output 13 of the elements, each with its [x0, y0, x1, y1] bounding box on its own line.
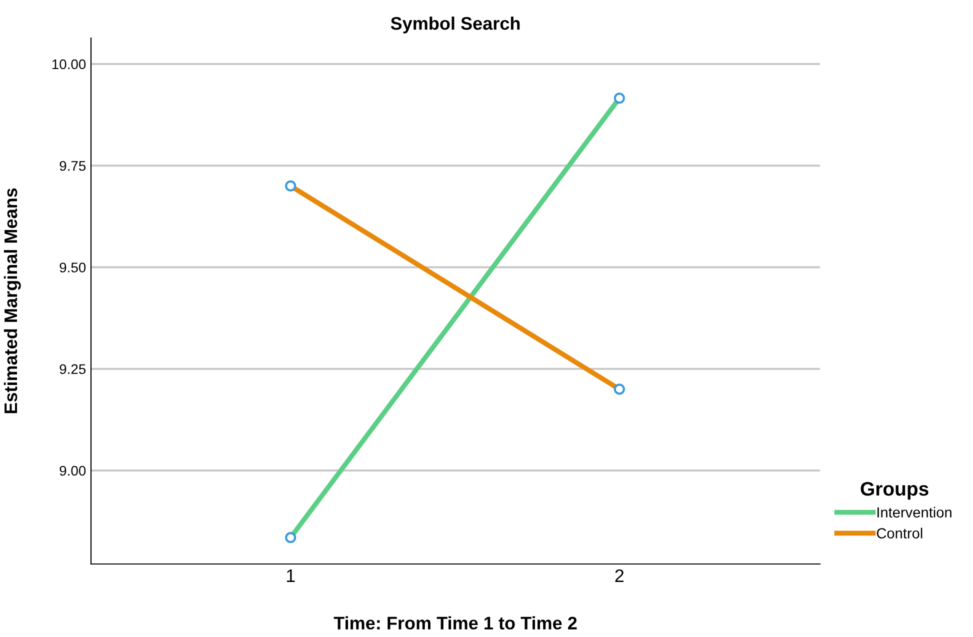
y-tick-label: 10.00	[52, 59, 86, 70]
x-tick-label: 1	[286, 570, 295, 582]
y-tick-label: 9.00	[60, 466, 86, 476]
x-axis-title: Time: From Time 1 to Time 2	[334, 616, 577, 630]
y-axis-title: Estimated Marginal Means	[4, 188, 21, 414]
chart-title: Symbol Search	[390, 16, 520, 34]
y-tick-label: 9.50	[60, 262, 86, 272]
legend-title: Groups	[860, 482, 928, 500]
legend-label: Intervention	[877, 506, 952, 518]
legend-label: Control	[876, 528, 922, 538]
x-tick-label: 2	[615, 569, 624, 582]
y-tick-label: 9.25	[60, 364, 86, 374]
y-tick-label: 9.75	[60, 160, 86, 171]
